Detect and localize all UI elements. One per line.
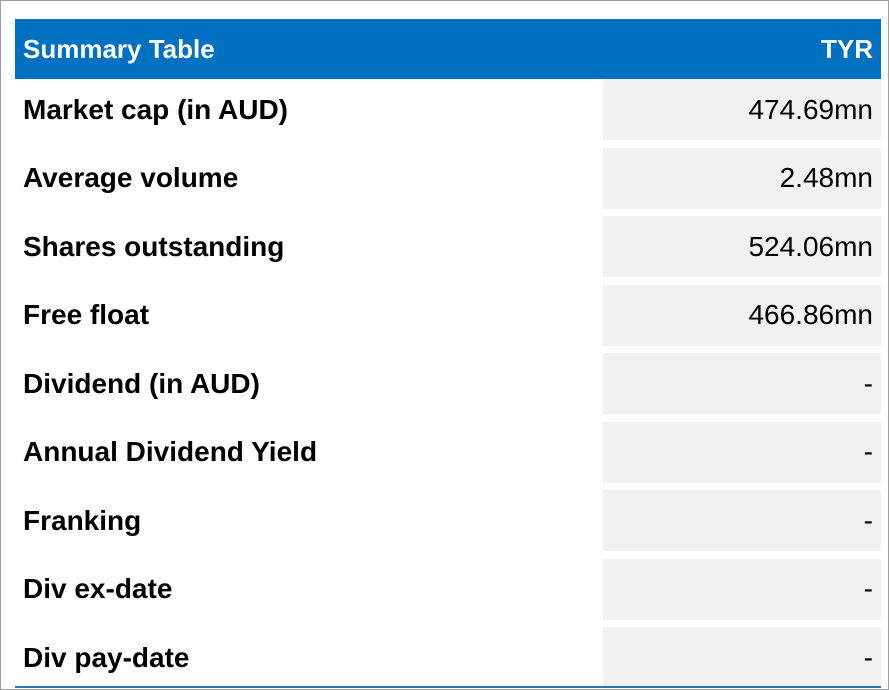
table-row: Div pay-date - <box>15 627 881 688</box>
row-value-franking: - <box>603 490 881 551</box>
table-header: Summary Table TYR <box>15 19 881 79</box>
row-label-div-pay-date: Div pay-date <box>15 627 603 688</box>
table-row: Div ex-date - <box>15 558 881 620</box>
row-value-div-pay-date: - <box>603 627 881 688</box>
row-value-div-ex-date: - <box>603 558 881 620</box>
table-row: Free float 466.86mn <box>15 284 881 346</box>
row-label-free-float: Free float <box>15 284 603 346</box>
row-value-annual-dividend-yield: - <box>603 421 881 483</box>
table-row: Average volume 2.48mn <box>15 147 881 209</box>
summary-table: Summary Table TYR Market cap (in AUD) 47… <box>15 19 881 688</box>
table-row: Annual Dividend Yield - <box>15 421 881 483</box>
table-row: Shares outstanding 524.06mn <box>15 216 881 277</box>
table-row: Dividend (in AUD) - <box>15 353 881 414</box>
table-row: Franking - <box>15 490 881 551</box>
row-label-annual-dividend-yield: Annual Dividend Yield <box>15 421 603 483</box>
row-label-market-cap: Market cap (in AUD) <box>15 79 603 140</box>
table-body: Market cap (in AUD) 474.69mn Average vol… <box>15 79 881 688</box>
row-label-div-ex-date: Div ex-date <box>15 558 603 620</box>
row-value-dividend: - <box>603 353 881 414</box>
row-value-shares-outstanding: 524.06mn <box>603 216 881 277</box>
ticker-label: TYR <box>821 33 873 64</box>
row-label-average-volume: Average volume <box>15 147 603 209</box>
row-label-franking: Franking <box>15 490 603 551</box>
row-label-shares-outstanding: Shares outstanding <box>15 216 603 277</box>
table-title: Summary Table <box>23 33 215 64</box>
row-value-average-volume: 2.48mn <box>603 147 881 209</box>
table-bottom-rule <box>15 686 881 688</box>
table-row: Market cap (in AUD) 474.69mn <box>15 79 881 140</box>
row-label-dividend: Dividend (in AUD) <box>15 353 603 414</box>
row-value-free-float: 466.86mn <box>603 284 881 346</box>
row-value-market-cap: 474.69mn <box>603 79 881 140</box>
